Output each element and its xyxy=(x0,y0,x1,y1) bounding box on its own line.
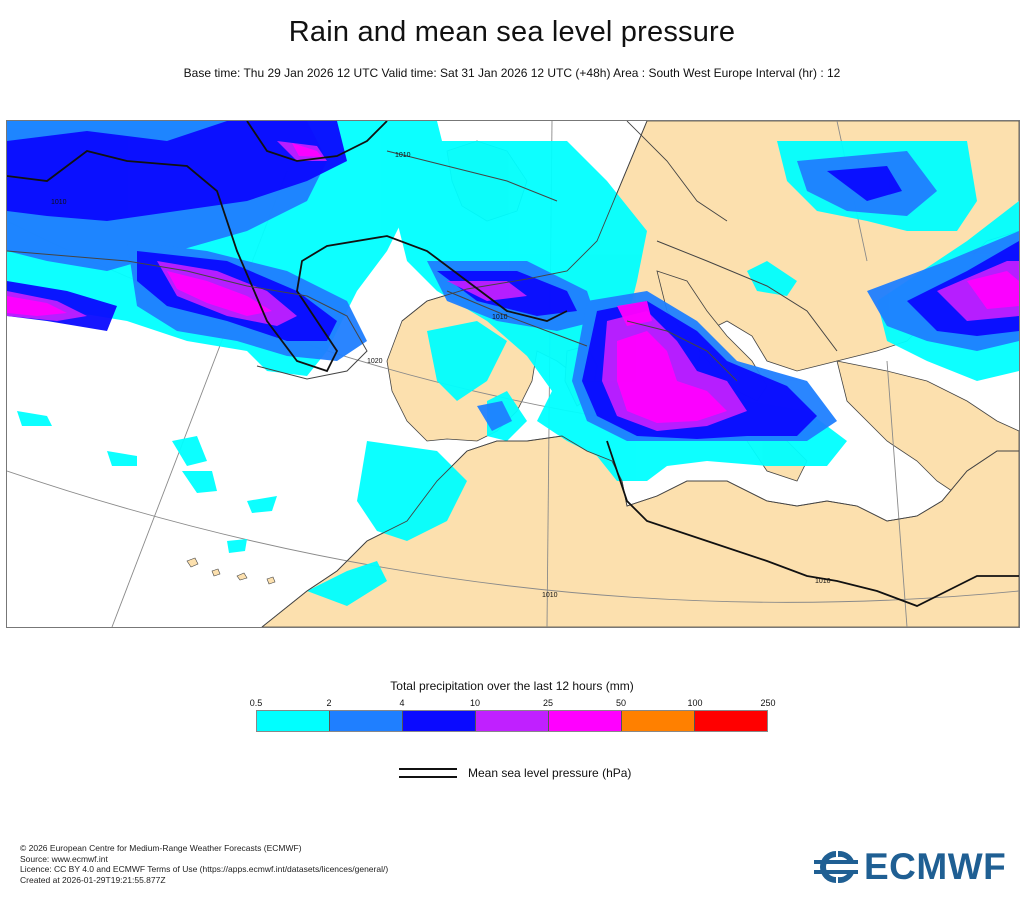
pressure-legend: Mean sea level pressure (hPa) xyxy=(399,766,631,780)
pressure-line-symbol xyxy=(399,767,457,779)
forecast-map[interactable]: 1010 1010 1010 1020 1010 1010 xyxy=(6,120,1020,628)
legend-tick: 50 xyxy=(615,698,626,708)
colorbar-segment xyxy=(695,711,767,731)
isobar-label-3: 1010 xyxy=(492,314,508,321)
colorbar-segment xyxy=(403,711,476,731)
coastlines xyxy=(261,121,1019,627)
map-svg: 1010 1010 1010 1020 1010 1010 xyxy=(7,121,1019,627)
isobar-label-6: 1010 xyxy=(542,592,558,599)
ecmwf-logo-text: ECMWF xyxy=(864,846,1007,887)
source-line: Source: www.ecmwf.int xyxy=(20,853,108,864)
colorbar-segment xyxy=(330,711,403,731)
colorbar-segment xyxy=(257,711,330,731)
legend-tick: 250 xyxy=(760,698,776,708)
footer-credits: © 2026 European Centre for Medium-Range … xyxy=(20,843,388,885)
created-line: Created at 2026-01-29T19:21:55.877Z xyxy=(20,874,166,885)
colorbar-segment xyxy=(476,711,549,731)
legend-title: Total precipitation over the last 12 hou… xyxy=(390,679,634,693)
ecmwf-logo: ECMWF xyxy=(814,846,1006,888)
legend-tick: 10 xyxy=(469,698,480,708)
isobars-thin xyxy=(7,150,838,382)
isobar-label-2: 1010 xyxy=(395,152,411,159)
isobar-label-4: 1020 xyxy=(367,358,383,365)
legend-tick: 2 xyxy=(326,698,332,708)
precipitation-colorbar xyxy=(256,710,768,732)
chart-subtitle: Base time: Thu 29 Jan 2026 12 UTC Valid … xyxy=(183,66,841,80)
legend-tick: 25 xyxy=(542,698,553,708)
legend-tick: 4 xyxy=(399,698,405,708)
chart-title: Rain and mean sea level pressure xyxy=(288,16,736,48)
isobars xyxy=(7,121,1019,607)
copyright-line: © 2026 European Centre for Medium-Range … xyxy=(20,843,302,853)
precipitation-layer xyxy=(7,121,1019,606)
colorbar-segment xyxy=(622,711,695,731)
legend-tick: 100 xyxy=(687,698,703,708)
land-canaries xyxy=(186,557,276,585)
licence-line: Licence: CC BY 4.0 and ECMWF Terms of Us… xyxy=(20,864,389,874)
legend-tick: 0.5 xyxy=(249,698,263,708)
ecmwf-logo-icon xyxy=(814,850,858,884)
pressure-legend-label: Mean sea level pressure (hPa) xyxy=(468,766,632,780)
isobar-labels: 1010 1010 1010 1020 1010 1010 xyxy=(51,152,831,599)
isobar-label-5: 1010 xyxy=(815,578,831,585)
colorbar-segment xyxy=(549,711,622,731)
isobar-label-1: 1010 xyxy=(51,199,67,206)
